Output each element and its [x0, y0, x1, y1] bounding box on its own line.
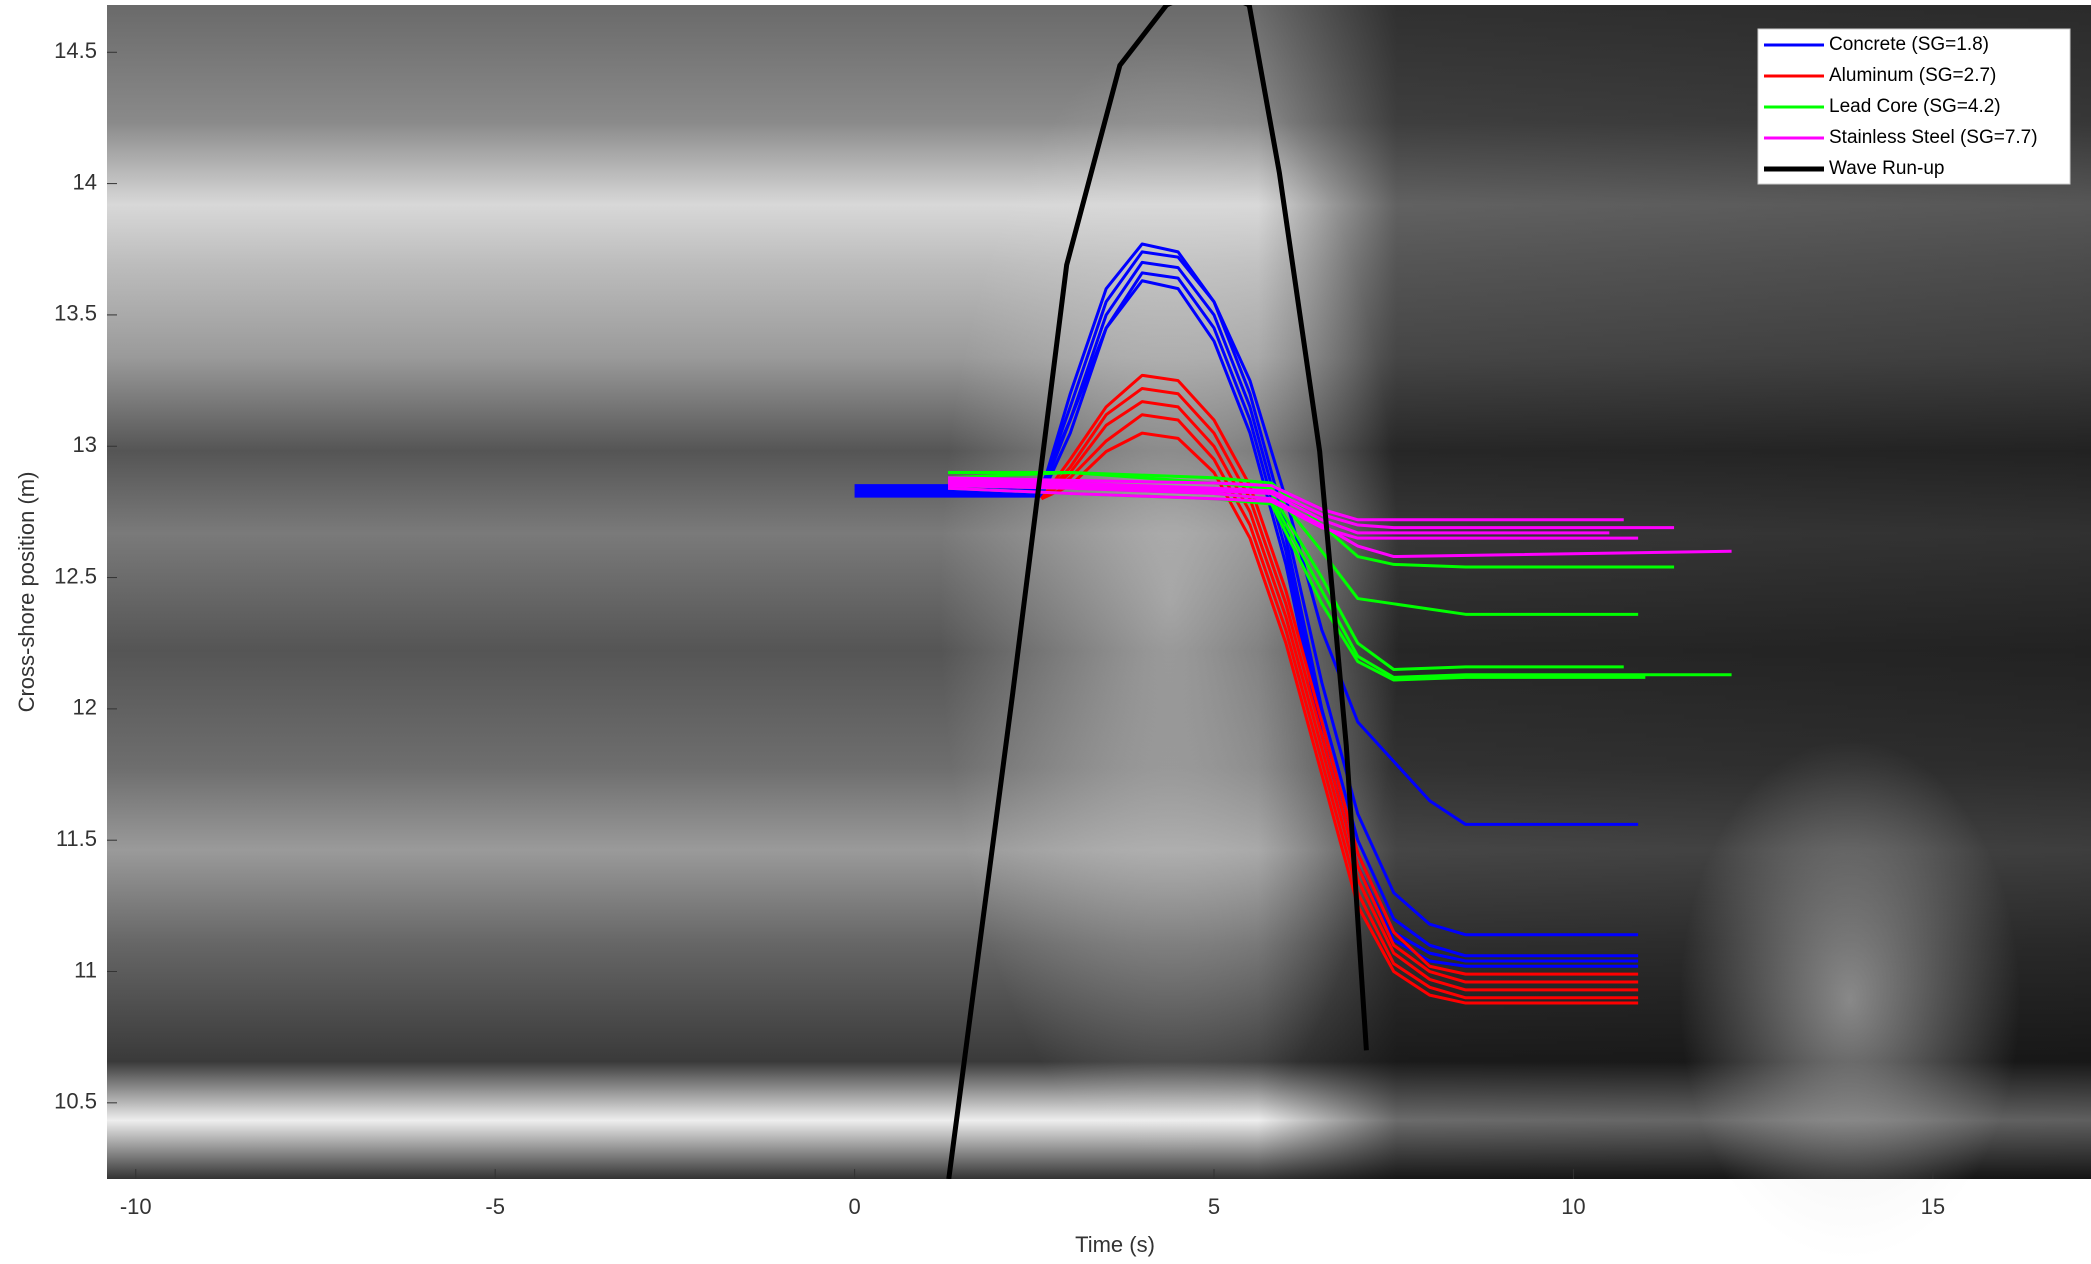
legend-label: Stainless Steel (SG=7.7) [1829, 127, 2038, 148]
y-tick-label: 13.5 [54, 301, 97, 326]
x-axis-label: Time (s) [1075, 1232, 1155, 1257]
y-tick-label: 14 [73, 169, 97, 194]
x-tick-label: 5 [1208, 1194, 1220, 1219]
legend-label: Aluminum (SG=2.7) [1829, 65, 1996, 86]
y-axis-label: Cross-shore position (m) [14, 472, 39, 713]
y-tick-label: 11.5 [56, 826, 97, 851]
y-tick-label: 14.5 [54, 38, 97, 63]
y-tick-label: 13 [73, 432, 97, 457]
background-image [107, 5, 2091, 1260]
legend-label: Wave Run-up [1829, 158, 1944, 179]
x-tick-label: 15 [1921, 1194, 1945, 1219]
x-tick-label: 0 [848, 1194, 860, 1219]
legend: Concrete (SG=1.8) Aluminum (SG=2.7) Lead C… [1758, 29, 2070, 184]
legend-label: Lead Core (SG=4.2) [1829, 96, 2001, 117]
x-tick-label: -10 [120, 1194, 152, 1219]
y-tick-label: 10.5 [54, 1089, 97, 1114]
legend-label: Concrete (SG=1.8) [1829, 34, 1989, 55]
x-tick-label: 10 [1561, 1194, 1585, 1219]
y-tick-label: 12.5 [54, 563, 97, 588]
y-tick-label: 12 [73, 695, 97, 720]
x-tick-label: -5 [485, 1194, 505, 1219]
y-tick-label: 11 [74, 957, 97, 982]
chart: Concrete (SG=1.8) Aluminum (SG=2.7) Lead C… [0, 0, 2091, 1264]
